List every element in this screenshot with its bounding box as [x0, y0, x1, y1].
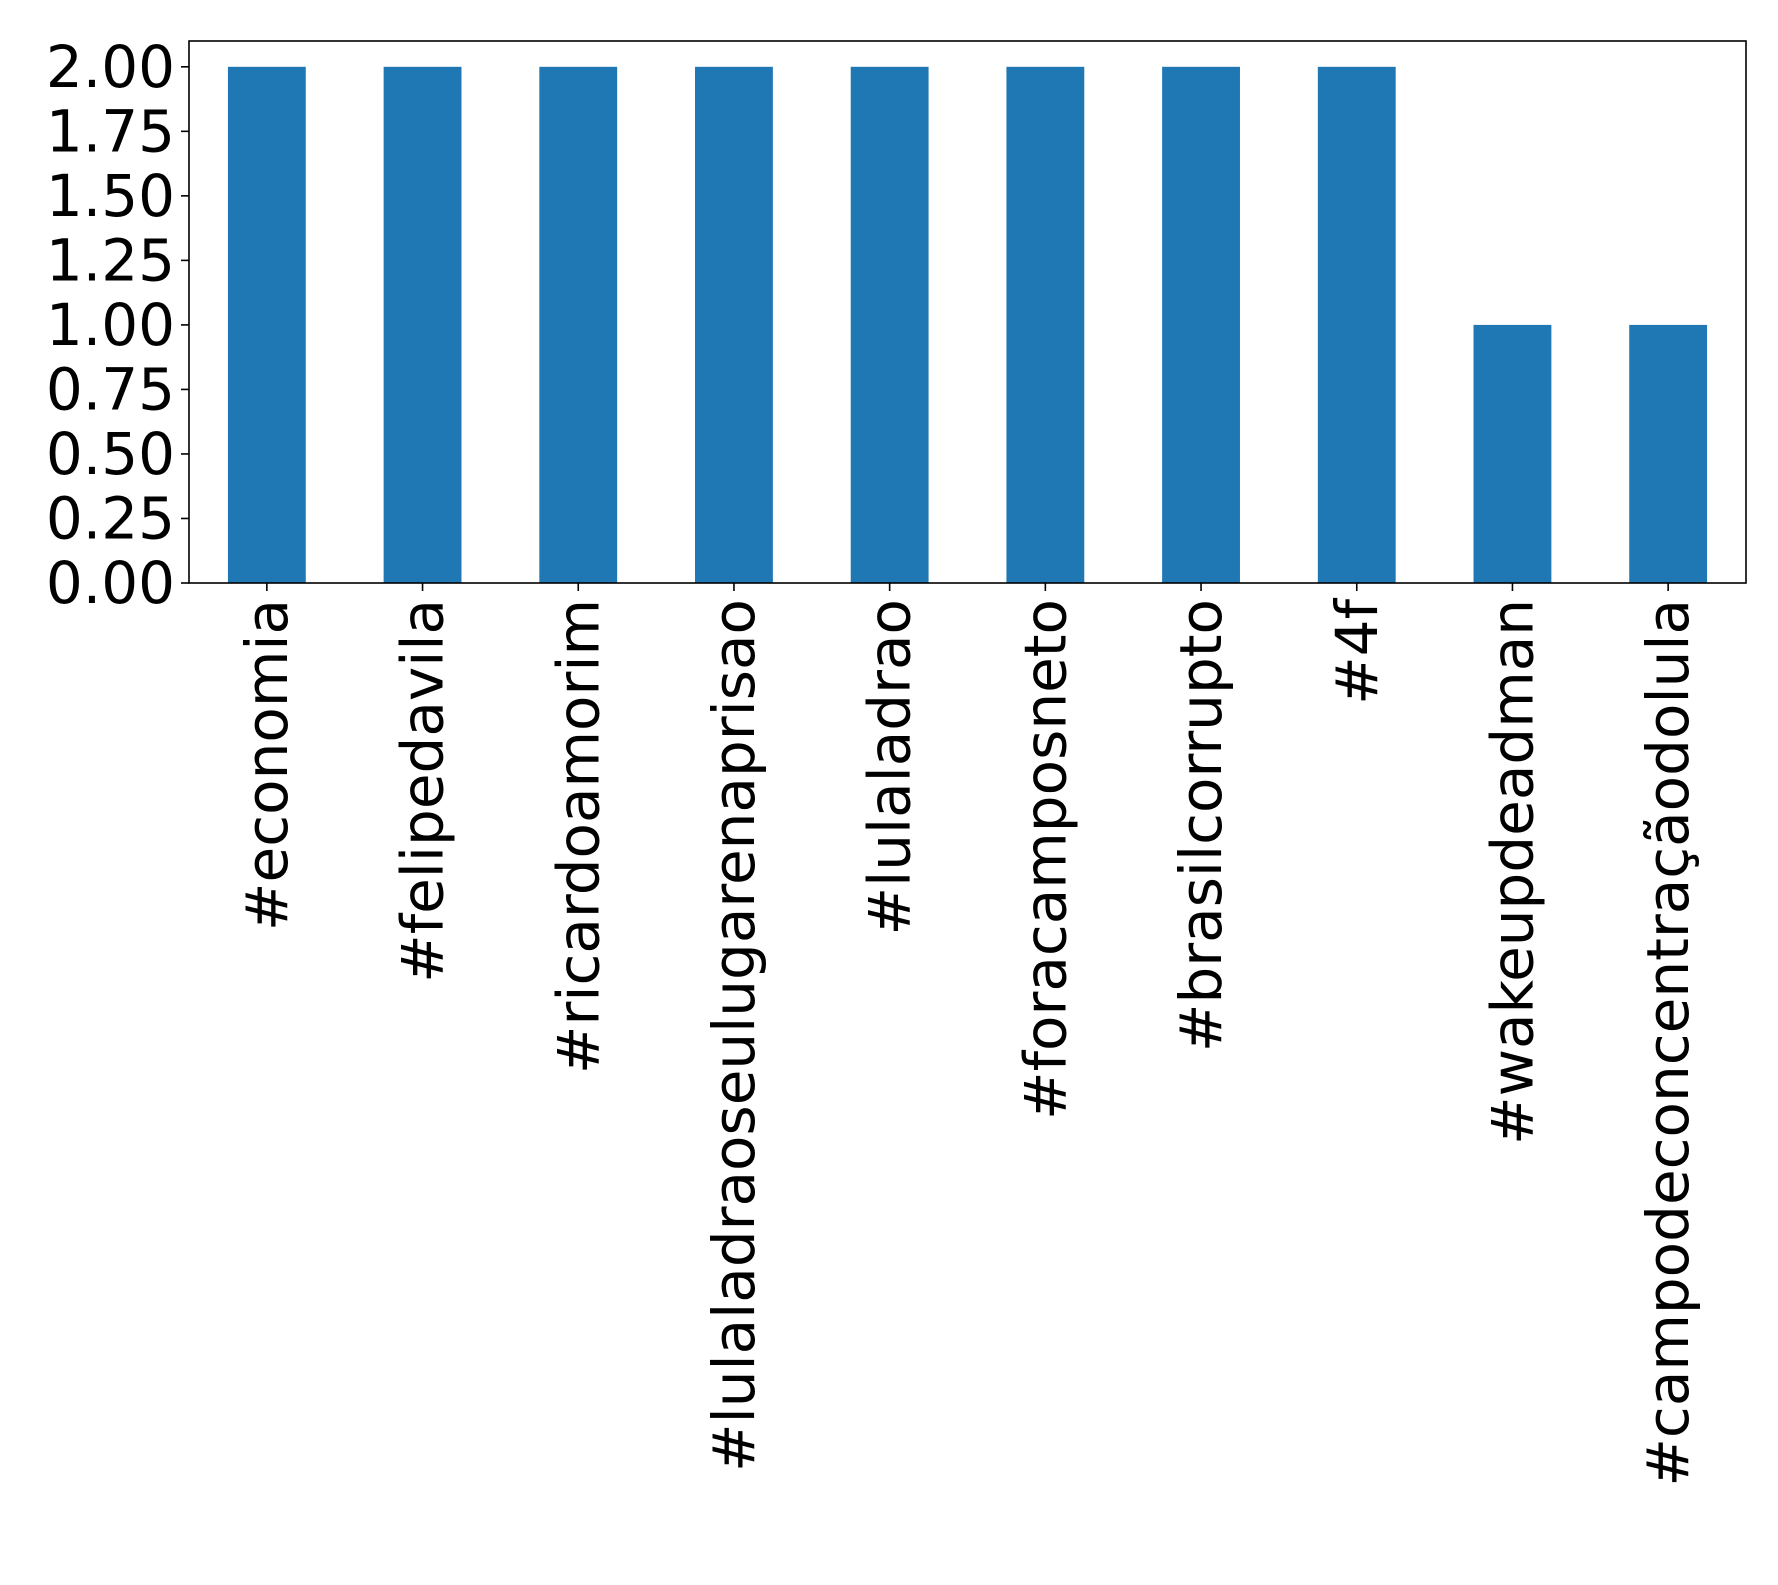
bar — [1006, 66, 1085, 584]
y-tick-label: 1.25 — [46, 226, 175, 294]
bar — [1473, 324, 1552, 583]
bar — [227, 66, 306, 584]
x-tick-label: #4f — [1323, 597, 1391, 704]
bars-group — [227, 66, 1708, 584]
x-tick-label: #foracamposneto — [1011, 599, 1079, 1120]
x-tick-label: #campodeconcentraçãodolula — [1634, 599, 1702, 1487]
bar — [539, 66, 618, 584]
y-tick-label: 1.75 — [46, 97, 175, 165]
plot-frame — [188, 40, 1747, 584]
y-axis: 0.000.250.500.751.001.251.501.752.00 — [46, 33, 189, 617]
y-tick-label: 0.00 — [46, 549, 175, 617]
bar — [850, 66, 929, 584]
x-tick-label: #lulaladrao — [856, 599, 924, 935]
y-tick-label: 0.75 — [46, 355, 175, 423]
y-tick-label: 0.50 — [46, 420, 175, 488]
y-tick-label: 0.25 — [46, 484, 175, 552]
bar — [1162, 66, 1240, 584]
x-tick-label: #economia — [233, 599, 301, 931]
y-tick-label: 2.00 — [46, 33, 175, 101]
y-tick-label: 1.50 — [46, 162, 175, 230]
bar — [695, 66, 773, 584]
y-tick-label: 1.00 — [46, 291, 175, 359]
x-axis: #economia #felipedavila #ricardoamorim #lul… — [233, 583, 1702, 1487]
x-tick-label: #wakeupdeadman — [1478, 599, 1546, 1145]
bar — [383, 66, 462, 584]
x-tick-label: #felipedavila — [389, 599, 457, 983]
x-tick-label: #brasilcorrupto — [1167, 599, 1235, 1052]
bar — [1317, 66, 1396, 584]
x-tick-label: #lulaladraoseulugarenaprisao — [700, 599, 768, 1472]
x-tick-label: #ricardoamorim — [544, 599, 612, 1074]
bar — [1629, 324, 1708, 583]
